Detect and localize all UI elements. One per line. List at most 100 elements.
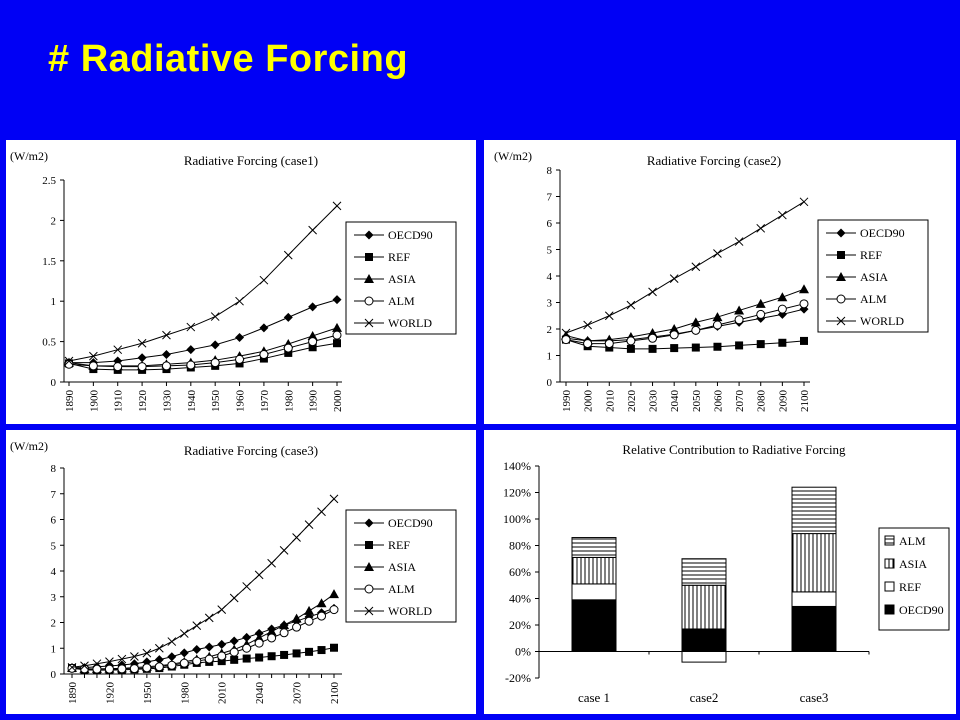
chart3-legend-label: REF (388, 538, 410, 552)
chart2-xtick-label: 1990 (561, 390, 573, 413)
chart3-point-world (304, 520, 314, 530)
chart3-point-world (217, 605, 227, 614)
chart3-point-world (192, 621, 202, 630)
chart3-point-world (267, 558, 276, 568)
chart3-point-oecd90 (242, 632, 252, 642)
chart2-point-world (561, 328, 571, 338)
chart4-bar-oecd90 (791, 605, 837, 652)
chart2-xtick-label: 2090 (777, 390, 789, 413)
chart2-xtick-label: 2070 (734, 390, 746, 413)
chart3-legend-marker-ref (365, 541, 373, 549)
chart3-point-world (142, 648, 152, 658)
chart1-xtick-label: 1980 (283, 390, 295, 413)
chart-relative-contribution-panel: Relative Contribution to Radiative Forci… (484, 430, 956, 714)
chart1-xtick-label: 1950 (210, 390, 222, 413)
chart2-point-alm (691, 325, 701, 335)
chart4-bar-oecd90 (571, 599, 617, 652)
chart4-bar-ref (571, 583, 617, 601)
chart3-ytick-label: 7 (51, 489, 57, 501)
chart2-legend-marker-alm (836, 294, 846, 304)
chart4-legend-swatch-alm (884, 535, 895, 546)
chart3-point-world (67, 662, 77, 672)
chart4-ytick-label: 60% (509, 565, 531, 579)
chart3-point-asia (291, 613, 302, 623)
chart2-xtick-label: 2050 (691, 390, 703, 413)
chart3-xtick-label: 2070 (292, 682, 304, 705)
chart2-xtick-label: 2020 (626, 390, 638, 413)
chart2-ytick-label: 3 (547, 298, 553, 310)
chart3-point-alm (104, 664, 114, 674)
chart2-legend-marker-ref (837, 251, 845, 259)
chart3-point-world (80, 661, 89, 671)
chart2-point-asia (712, 312, 723, 322)
chart1-point-alm (308, 337, 318, 347)
chart3-point-alm (129, 664, 139, 674)
chart3-legend (345, 509, 457, 623)
chart1-xtick-label: 1900 (88, 390, 100, 413)
chart3-point-world (167, 637, 177, 646)
chart1-point-ref (333, 339, 341, 348)
chart1-point-alm (186, 360, 196, 370)
chart4-bar-alm (571, 537, 617, 558)
chart1-point-alm (332, 330, 342, 340)
chart3-legend-marker-alm (364, 584, 374, 594)
chart3-point-ref (255, 653, 264, 662)
chart4-ytick-label: 0% (515, 645, 531, 659)
chart-relative-contribution: Relative Contribution to Radiative Forci… (503, 442, 950, 705)
chart1-point-asia (332, 322, 342, 332)
chart3-point-alm (254, 638, 264, 648)
chart-case3-panel: Radiative Forcing (case3) (W/m2) 0 1 2 3 4 5 6 7 8… (6, 430, 476, 714)
chart3-point-alm (67, 663, 77, 673)
chart3-point-world (92, 659, 102, 669)
chart4-bar-ref (681, 651, 727, 663)
chart1-point-oecd90 (332, 295, 342, 305)
chart2-point-world (583, 320, 592, 330)
chart2-point-alm (712, 320, 722, 330)
chart1-ytick-label: 0.5 (42, 337, 56, 349)
chart4-ytick-label: -20% (505, 671, 531, 685)
chart2-point-alm (561, 335, 571, 345)
chart3-point-alm (217, 651, 227, 661)
chart1-xtick-label: 1920 (137, 390, 149, 413)
chart3-point-alm (317, 611, 327, 621)
chart2-point-alm (583, 339, 593, 349)
chart2-xtick-label: 2100 (799, 390, 811, 413)
chart3-point-world (279, 546, 289, 555)
chart1-point-oecd90 (161, 350, 171, 360)
chart3-point-alm (192, 656, 202, 666)
chart2-point-oecd90 (777, 309, 787, 319)
chart1-xtick-label: 2000 (332, 390, 344, 413)
chart2-ytick-label: 5 (547, 245, 553, 257)
chart2-xtick-label: 2030 (648, 390, 660, 413)
chart4-category-label: case2 (690, 690, 719, 705)
chart2-legend-marker-oecd90 (836, 228, 846, 238)
chart3-ytick-label: 6 (51, 515, 57, 527)
chart2-ytick-label: 7 (547, 192, 553, 204)
chart1-point-alm (137, 362, 147, 372)
chart1-legend-label: REF (388, 250, 410, 264)
chart1-point-world (235, 296, 244, 306)
chart3-point-oecd90 (167, 652, 177, 662)
chart3-point-oecd90 (229, 636, 239, 646)
chart1-point-world (308, 225, 317, 235)
chart3-point-world (292, 533, 301, 542)
chart2-xtick-label: 2060 (712, 390, 724, 413)
chart2-point-world (604, 311, 614, 321)
chart3-point-alm (167, 660, 177, 670)
chart2-ytick-label: 2 (547, 324, 553, 336)
chart2-point-ref (648, 344, 657, 353)
chart3-xtick-label: 1980 (179, 682, 191, 705)
chart2-legend-marker-world (836, 316, 846, 326)
chart-case2: Radiative Forcing (case2) (W/m2) 0 1 2 3 4 5 6 7 8… (494, 149, 929, 413)
chart3-point-alm (79, 664, 89, 674)
chart2-point-world (648, 287, 657, 297)
chart3-point-ref (292, 649, 301, 658)
chart1-point-world (283, 250, 293, 260)
chart3-ytick-label: 3 (51, 592, 57, 604)
chart1-legend-label: ALM (388, 294, 415, 308)
chart4-bar-alm (791, 486, 837, 535)
chart1-series-oecd90 (64, 295, 342, 368)
chart3-xtick-label: 2010 (217, 682, 229, 705)
chart2-xtick-label: 2000 (583, 390, 595, 413)
chart1-point-world (64, 356, 74, 366)
